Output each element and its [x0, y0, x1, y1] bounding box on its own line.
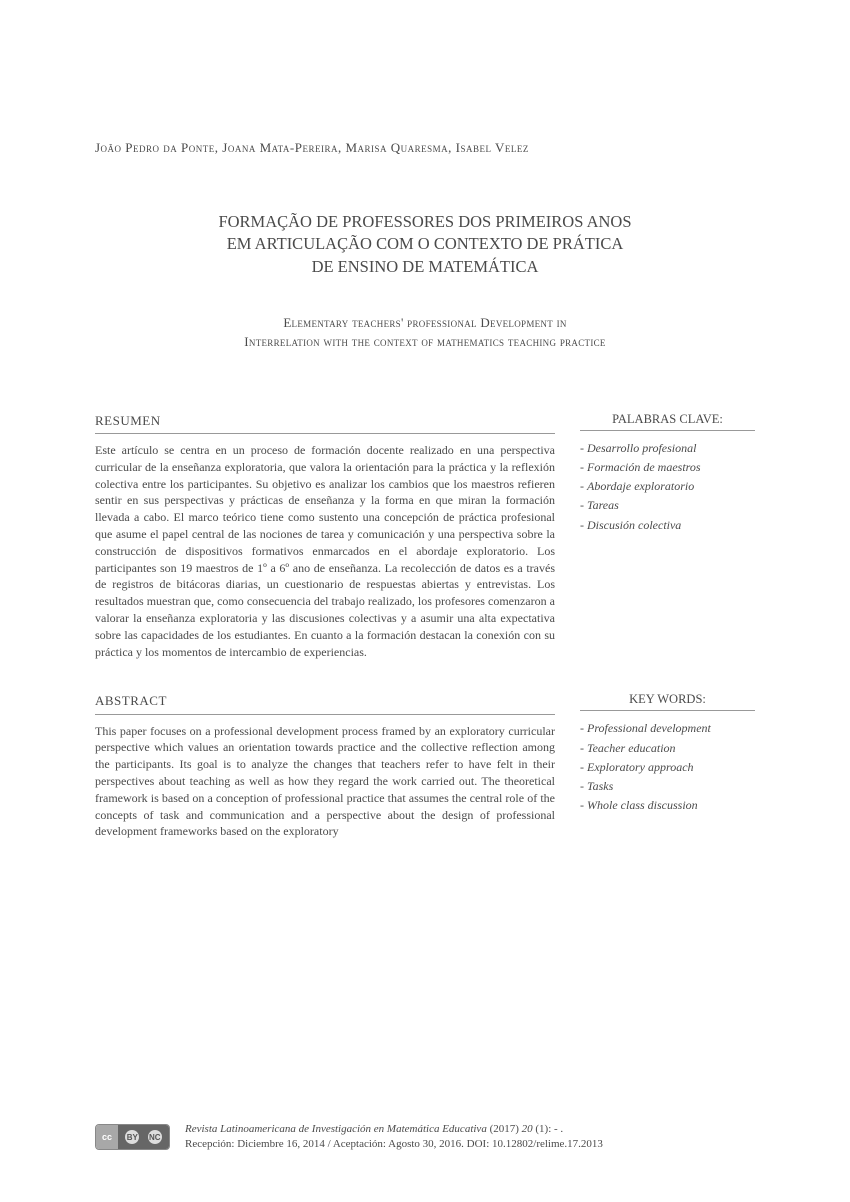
keyword-item: Whole class discussion	[580, 796, 755, 815]
keyword-item: Tareas	[580, 496, 755, 515]
abstract-column: ABSTRACT This paper focuses on a profess…	[95, 692, 555, 840]
keyword-item: Abordaje exploratorio	[580, 477, 755, 496]
cc-by-icon: BY	[125, 1130, 139, 1144]
sub-title: Elementary teachers' professional Develo…	[95, 313, 755, 352]
subtitle-line-2: Interrelation with the context of mathem…	[244, 334, 605, 349]
resumen-header: RESUMEN	[95, 412, 555, 434]
keywords-list: Professional development Teacher educati…	[580, 719, 755, 815]
palabras-clave-column: PALABRAS CLAVE: Desarrollo profesional F…	[580, 412, 755, 661]
keyword-item: Desarrollo profesional	[580, 439, 755, 458]
keywords-header: KEY WORDS:	[580, 692, 755, 711]
footer-citation: Revista Latinoamericana de Investigación…	[185, 1122, 603, 1152]
abstract-body: This paper focuses on a professional dev…	[95, 723, 555, 841]
keyword-item: Exploratory approach	[580, 758, 755, 777]
authors-line: João Pedro da Ponte, Joana Mata-Pereira,…	[95, 140, 755, 156]
title-line-1: FORMAÇÃO DE PROFESSORES DOS PRIMEIROS AN…	[218, 212, 631, 231]
abstract-section: ABSTRACT This paper focuses on a profess…	[95, 692, 755, 840]
keyword-item: Discusión colectiva	[580, 516, 755, 535]
cc-license-badge: cc BY NC	[95, 1124, 170, 1150]
keyword-item: Teacher education	[580, 739, 755, 758]
subtitle-line-1: Elementary teachers' professional Develo…	[283, 315, 566, 330]
resumen-body: Este artículo se centra en un proceso de…	[95, 442, 555, 660]
page-footer: cc BY NC Revista Latinoamericana de Inve…	[95, 1122, 755, 1152]
year-text: (2017)	[487, 1123, 522, 1135]
keyword-item: Tasks	[580, 777, 755, 796]
cc-icon: cc	[96, 1125, 118, 1149]
main-title: FORMAÇÃO DE PROFESSORES DOS PRIMEIROS AN…	[95, 211, 755, 278]
issue: (1): - .	[533, 1123, 564, 1135]
cc-attributes: BY NC	[118, 1125, 169, 1149]
palabras-clave-header: PALABRAS CLAVE:	[580, 412, 755, 431]
resumen-section: RESUMEN Este artículo se centra en un pr…	[95, 412, 755, 661]
resumen-column: RESUMEN Este artículo se centra en un pr…	[95, 412, 555, 661]
title-line-3: DE ENSINO DE MATEMÁTICA	[312, 257, 539, 276]
keyword-item: Formación de maestros	[580, 458, 755, 477]
title-line-2: EM ARTICULAÇÃO COM O CONTEXTO DE PRÁTICA	[227, 234, 624, 253]
keywords-column: KEY WORDS: Professional development Teac…	[580, 692, 755, 840]
cc-nc-icon: NC	[148, 1130, 162, 1144]
palabras-clave-list: Desarrollo profesional Formación de maes…	[580, 439, 755, 535]
footer-line2: Recepción: Diciembre 16, 2014 / Aceptaci…	[185, 1138, 603, 1150]
abstract-header: ABSTRACT	[95, 692, 555, 714]
journal-name: Revista Latinoamericana de Investigación…	[185, 1123, 487, 1135]
keyword-item: Professional development	[580, 719, 755, 738]
volume: 20	[522, 1123, 533, 1135]
